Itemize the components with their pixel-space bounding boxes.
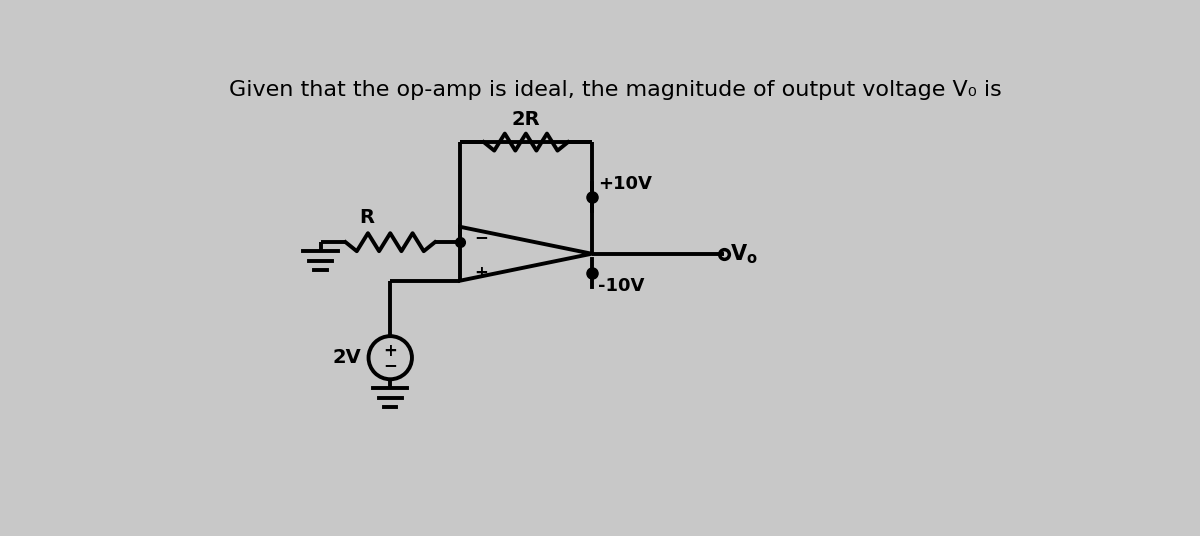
- Text: +10V: +10V: [598, 175, 652, 193]
- Text: +: +: [383, 342, 397, 360]
- Text: -10V: -10V: [598, 277, 644, 295]
- Text: R: R: [360, 208, 374, 227]
- Text: −: −: [474, 228, 488, 246]
- Text: +: +: [474, 264, 488, 282]
- Text: $\mathregular{V_o}$: $\mathregular{V_o}$: [730, 242, 757, 265]
- Text: 2V: 2V: [332, 348, 361, 367]
- Text: −: −: [383, 355, 397, 374]
- Text: 2R: 2R: [511, 110, 540, 129]
- Text: Given that the op-amp is ideal, the magnitude of output voltage V₀ is: Given that the op-amp is ideal, the magn…: [229, 80, 1001, 100]
